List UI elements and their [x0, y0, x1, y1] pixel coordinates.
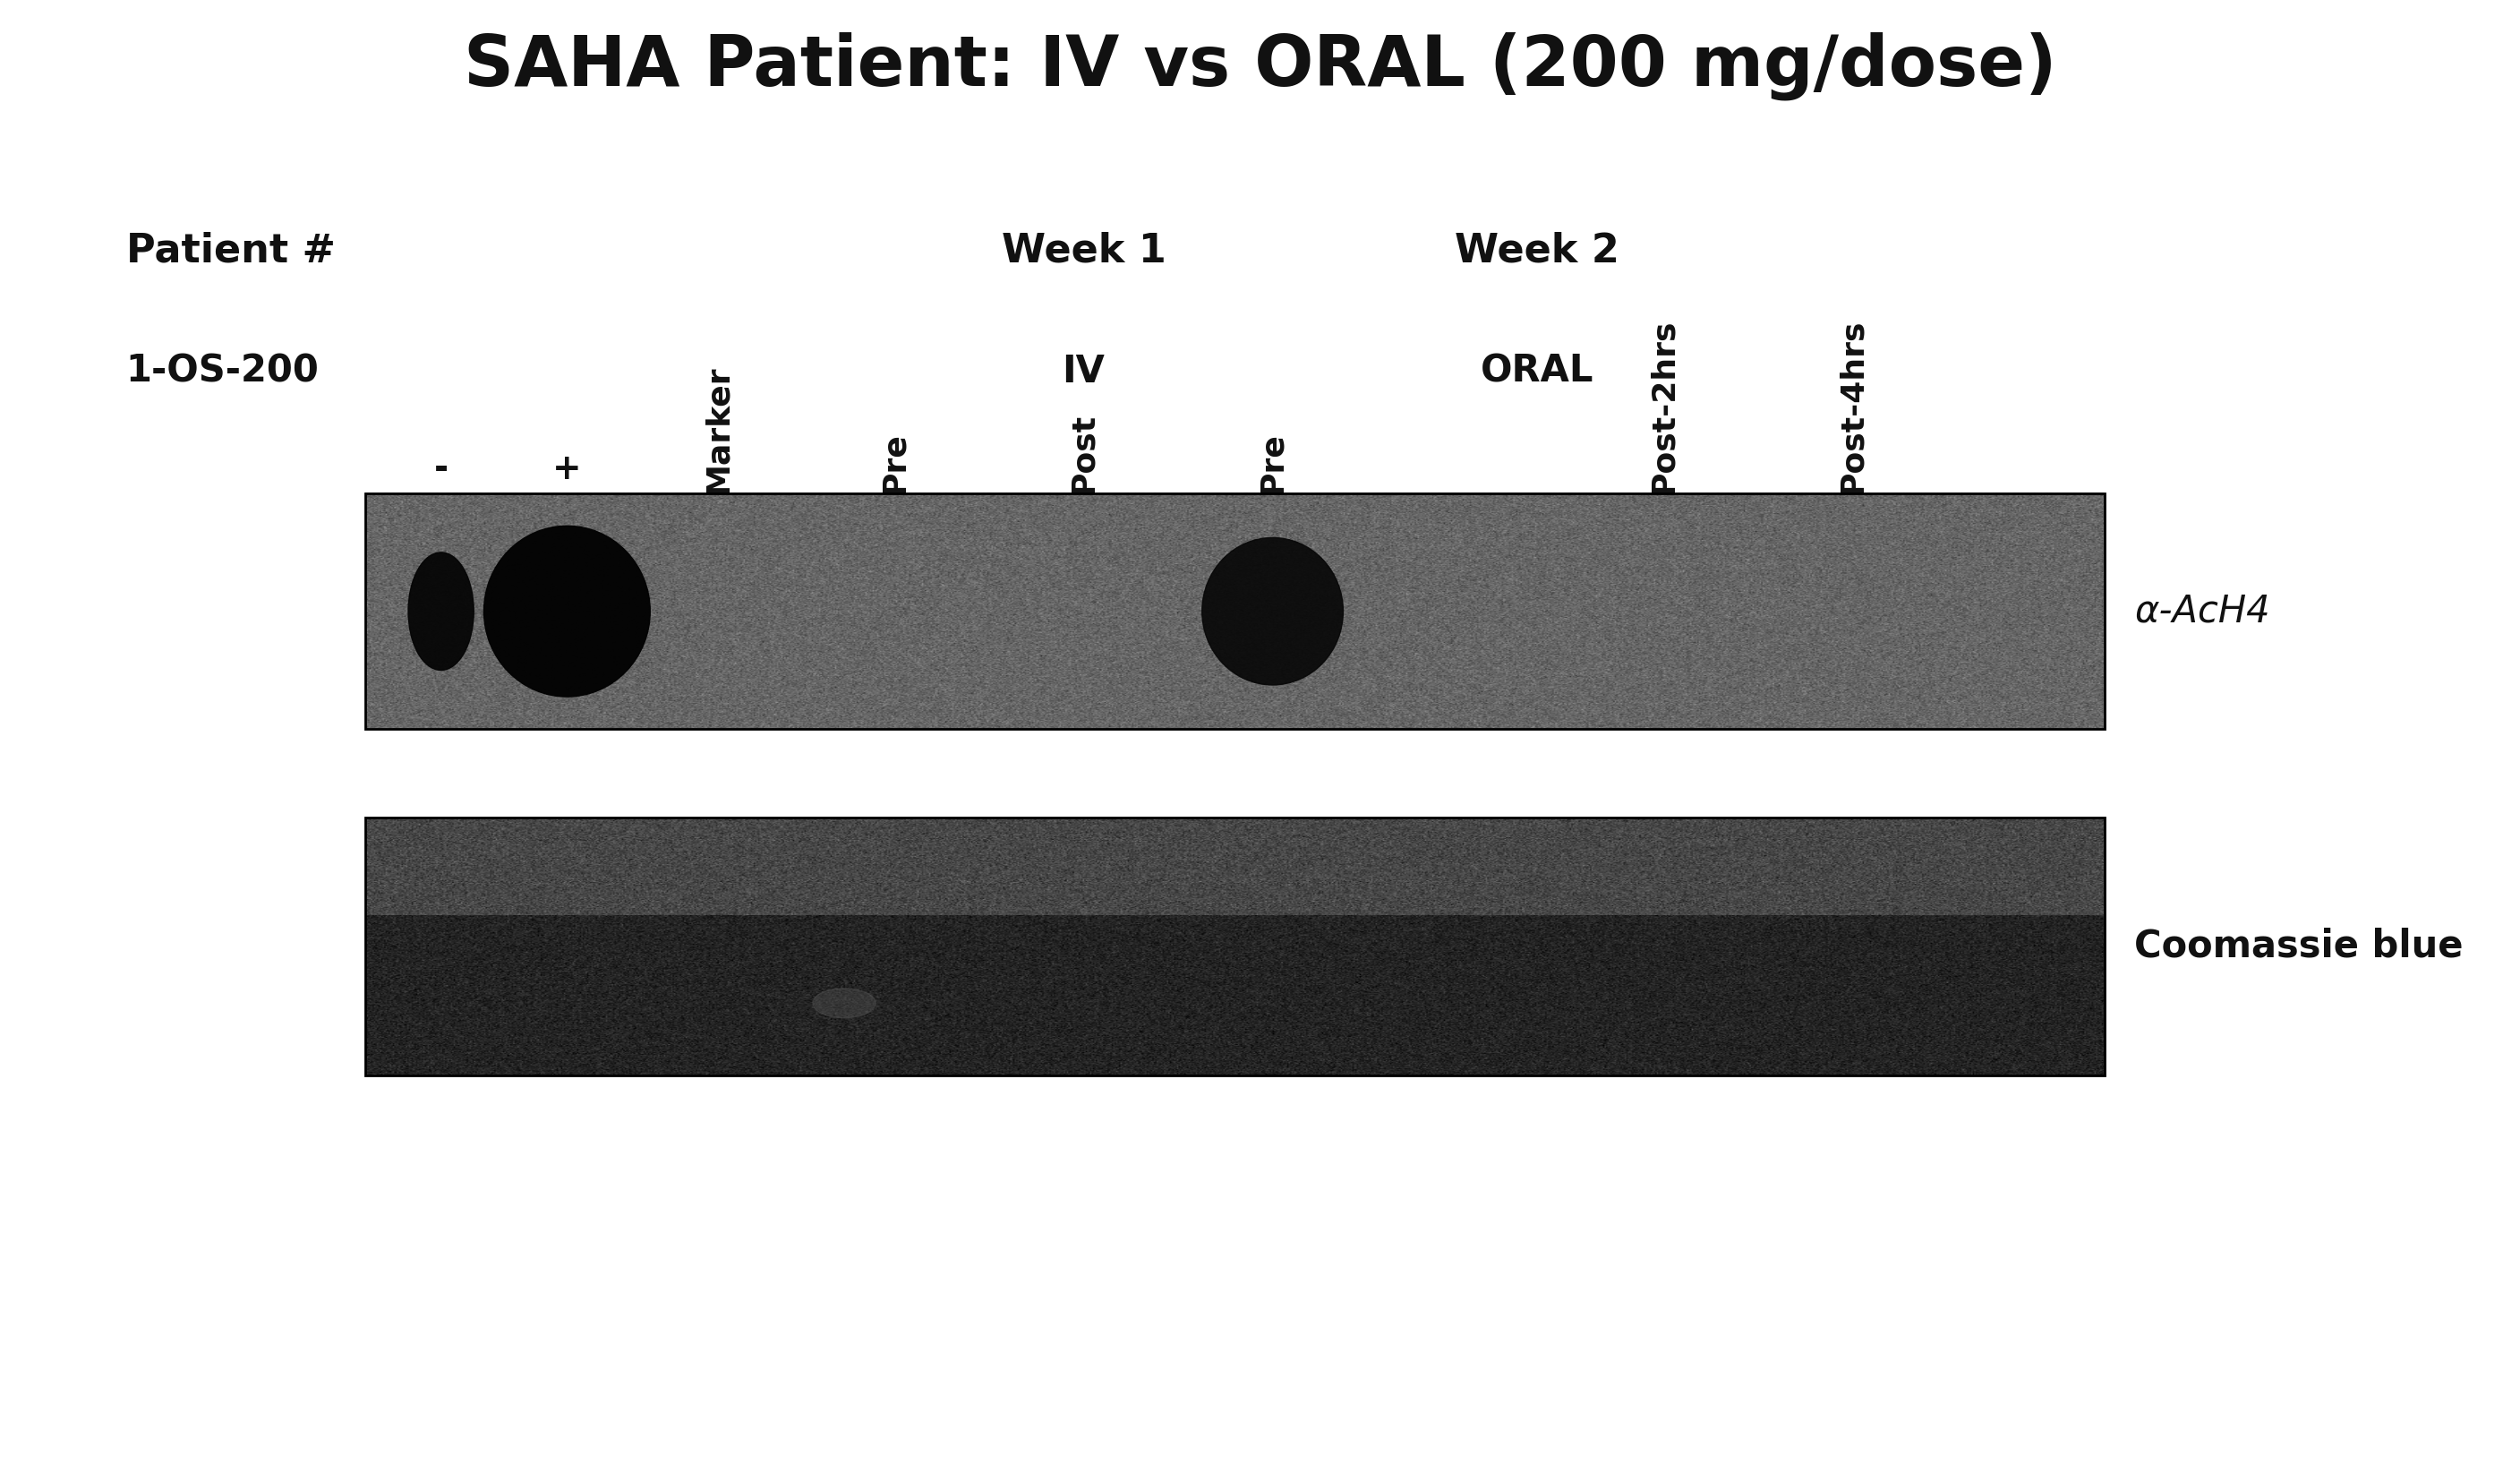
Text: 1-OS-200: 1-OS-200: [126, 352, 320, 390]
Ellipse shape: [1202, 538, 1343, 685]
Bar: [365, 818, 2104, 1075]
Bar: [365, 493, 2104, 729]
Text: -: -: [433, 452, 449, 486]
Ellipse shape: [484, 526, 650, 697]
Text: Coomassie blue: Coomassie blue: [2134, 928, 2465, 965]
Ellipse shape: [408, 552, 474, 670]
Text: IV: IV: [1061, 352, 1106, 390]
Text: Patient #: Patient #: [126, 231, 335, 270]
Ellipse shape: [811, 988, 874, 1018]
Text: Post-2hrs: Post-2hrs: [1648, 318, 1678, 493]
Text: Post-4hrs: Post-4hrs: [1837, 318, 1867, 493]
Text: +: +: [552, 452, 582, 486]
Text: α-AcH4: α-AcH4: [2134, 592, 2271, 630]
Text: Week 1: Week 1: [1000, 231, 1167, 270]
Text: Marker: Marker: [703, 365, 733, 493]
Text: ORAL: ORAL: [1482, 352, 1593, 390]
Text: Post: Post: [1068, 412, 1099, 493]
Text: SAHA Patient: IV vs ORAL (200 mg/dose): SAHA Patient: IV vs ORAL (200 mg/dose): [464, 32, 2056, 100]
Text: Pre: Pre: [879, 432, 910, 493]
Text: Pre: Pre: [1257, 432, 1288, 493]
Text: Week 2: Week 2: [1454, 231, 1620, 270]
